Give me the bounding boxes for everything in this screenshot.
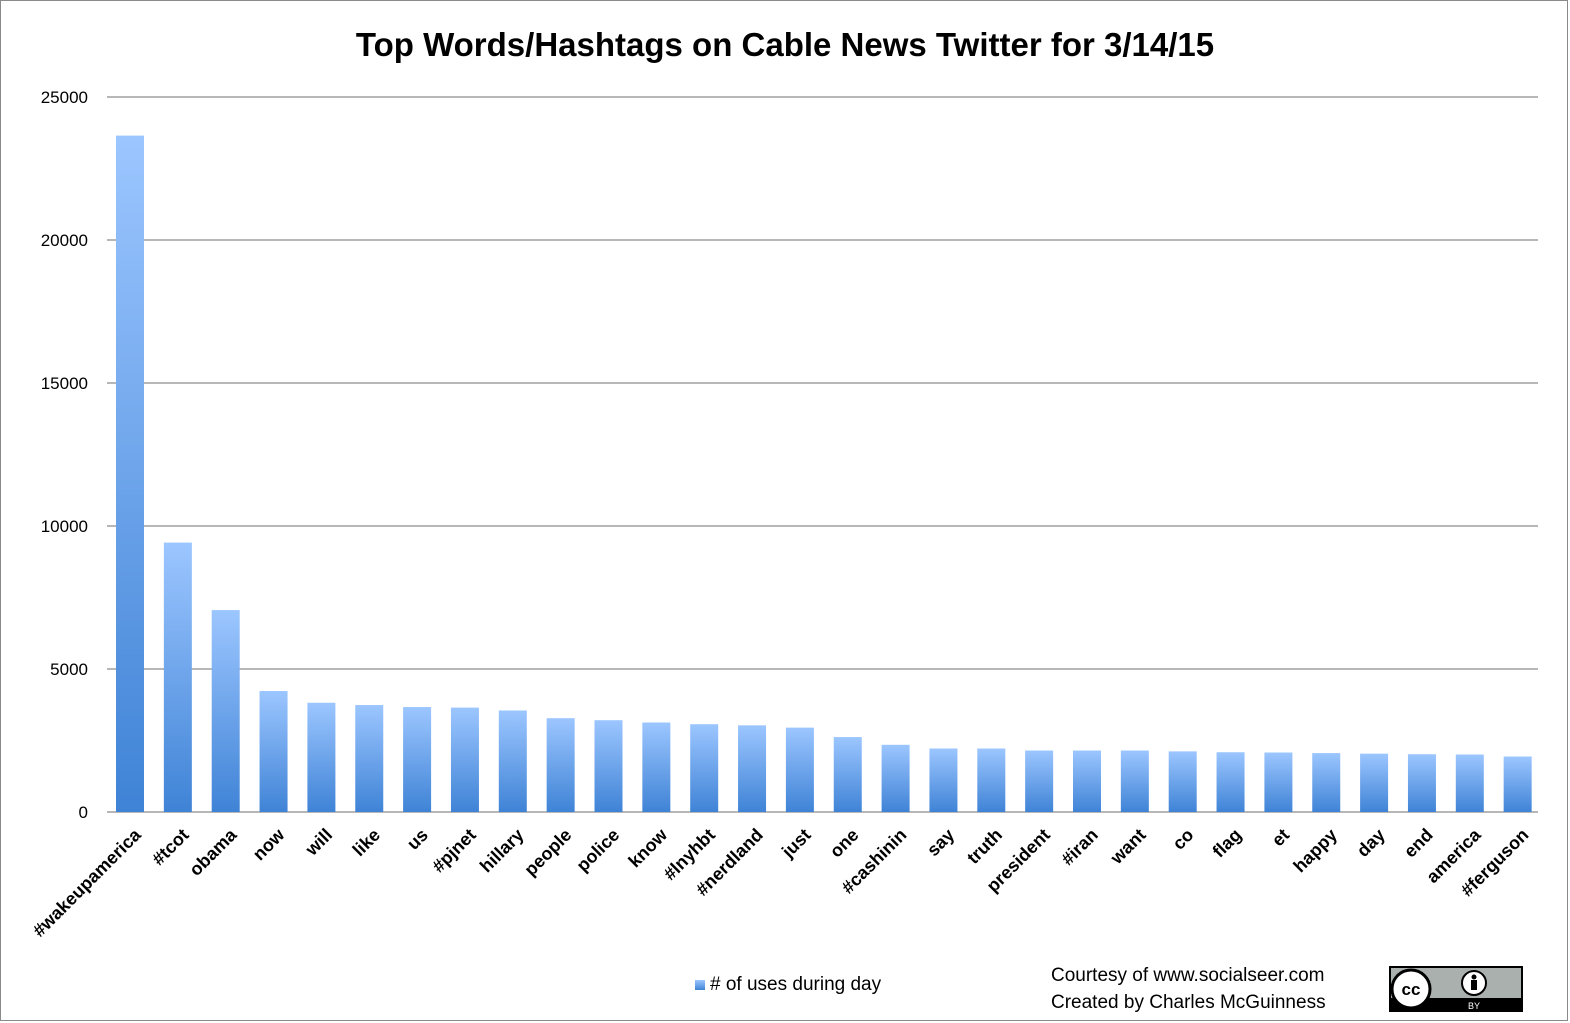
x-tick-label: will: [301, 825, 336, 860]
y-tick-label: 0: [79, 803, 88, 822]
x-tick-label: say: [923, 825, 958, 860]
x-tick-label: day: [1353, 825, 1389, 861]
x-tick-label: co: [1169, 825, 1198, 854]
svg-text:cc: cc: [1402, 980, 1421, 999]
credits: Courtesy of www.socialseer.com Created b…: [1051, 962, 1326, 1016]
bar: [1120, 750, 1149, 812]
bar: [642, 722, 671, 812]
bar: [977, 748, 1006, 812]
bar: [1455, 754, 1484, 812]
y-tick-label: 10000: [41, 517, 88, 536]
bar: [1407, 754, 1436, 812]
bar: [211, 610, 240, 812]
x-tick-label: hillary: [476, 825, 528, 877]
credit-author: Created by Charles McGuinness: [1051, 992, 1326, 1013]
bar: [163, 542, 192, 812]
x-tick-label: happy: [1289, 825, 1341, 877]
y-tick-label: 15000: [41, 374, 88, 393]
x-tick-label: et: [1268, 825, 1293, 850]
bar: [1312, 753, 1341, 812]
bar: [738, 725, 767, 812]
x-tick-label: us: [403, 825, 432, 854]
bar: [833, 737, 862, 812]
x-tick-label: #pjnet: [428, 825, 480, 877]
x-tick-label: truth: [963, 825, 1006, 868]
x-tick-label: #tcot: [148, 825, 193, 870]
bar: [594, 720, 623, 812]
credit-courtesy: Courtesy of www.socialseer.com: [1051, 965, 1325, 986]
bar: [1216, 752, 1245, 812]
x-tick-label: people: [520, 825, 575, 880]
legend: # of uses during day: [695, 974, 881, 996]
y-tick-label: 5000: [50, 660, 88, 679]
bar: [450, 707, 479, 812]
x-tick-label: #wakeupamerica: [29, 824, 146, 941]
bar: [403, 707, 432, 812]
bar: [690, 724, 719, 812]
bar: [355, 705, 384, 812]
legend-swatch: [695, 980, 705, 990]
bar: [498, 710, 527, 812]
bar: [546, 718, 575, 812]
bar: [1503, 756, 1532, 812]
x-tick-label: #iran: [1057, 825, 1102, 870]
badge-label: BY: [1468, 1001, 1480, 1011]
bar: [785, 727, 814, 812]
x-tick-label: just: [777, 825, 814, 862]
bar: [1025, 750, 1054, 812]
x-tick-label: obama: [185, 824, 241, 880]
bar: [929, 748, 958, 812]
legend-label: # of uses during day: [710, 974, 882, 995]
chart-title: Top Words/Hashtags on Cable News Twitter…: [355, 26, 1215, 63]
x-tick-label: police: [572, 825, 623, 876]
x-tick-label: now: [249, 824, 289, 864]
bar: [1264, 752, 1293, 812]
x-tick-label: end: [1400, 825, 1437, 862]
bar: [116, 135, 144, 813]
x-tick-label: want: [1106, 825, 1150, 869]
x-tick-label: one: [826, 825, 863, 862]
x-tick-label: like: [349, 825, 384, 860]
y-tick-label: 20000: [41, 231, 88, 250]
y-tick-label: 25000: [41, 88, 88, 107]
bar: [307, 702, 336, 812]
bar: [259, 691, 288, 812]
x-tick-label: flag: [1209, 825, 1246, 862]
bar: [1073, 750, 1101, 812]
bar: [1360, 753, 1389, 812]
cc-by-icon: cc BY: [1389, 966, 1523, 1012]
bar: [1168, 751, 1197, 812]
bar: [881, 744, 910, 812]
